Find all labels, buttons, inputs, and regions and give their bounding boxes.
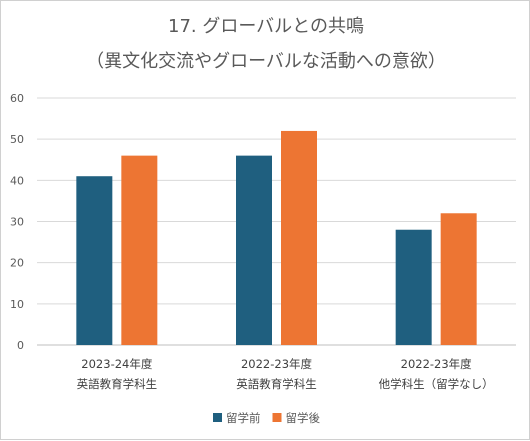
x-category-label-1-line-1: 2023-24年度 — [81, 357, 153, 371]
y-tick-label-10: 10 — [10, 298, 24, 311]
x-category-label-2-line-2: 英語教育学科生 — [236, 377, 317, 391]
x-category-label-3-line-2: 他学科生（留学なし） — [379, 377, 494, 391]
bars — [76, 130, 477, 345]
y-tick-label-50: 50 — [10, 133, 24, 146]
x-category-label-1-line-2: 英語教育学科生 — [77, 377, 158, 391]
legend-swatch-2 — [272, 413, 282, 422]
y-tick-label-20: 20 — [10, 257, 24, 270]
bar-before-1 — [76, 176, 113, 345]
bar-after-2 — [281, 130, 317, 345]
gridlines — [37, 97, 516, 346]
y-axis-ticks: 0 10 20 30 40 50 60 — [10, 92, 24, 352]
bar-after-3 — [440, 213, 477, 345]
legend-label-2: 留学後 — [286, 411, 321, 425]
y-tick-label-60: 60 — [10, 92, 24, 105]
x-category-label-2-line-1: 2022-23年度 — [241, 357, 313, 371]
legend: 留学前 留学後 — [213, 411, 320, 425]
x-category-label-3-line-1: 2022-23年度 — [401, 357, 473, 371]
bar-before-2 — [236, 155, 272, 345]
bar-after-1 — [121, 155, 158, 345]
y-tick-label-40: 40 — [10, 174, 24, 187]
x-axis-labels: 2023-24年度英語教育学科生2022-23年度英語教育学科生2022-23年… — [77, 357, 494, 391]
bar-before-3 — [395, 229, 432, 345]
legend-label-1: 留学前 — [226, 411, 261, 425]
y-tick-label-0: 0 — [17, 339, 24, 352]
chart-title-line-2: （異文化交流やグローバルな活動への意欲） — [86, 51, 446, 72]
y-tick-label-30: 30 — [10, 216, 24, 229]
chart-title-line-1: 17. グローバルとの共鳴 — [168, 16, 364, 37]
legend-swatch-1 — [213, 413, 222, 422]
